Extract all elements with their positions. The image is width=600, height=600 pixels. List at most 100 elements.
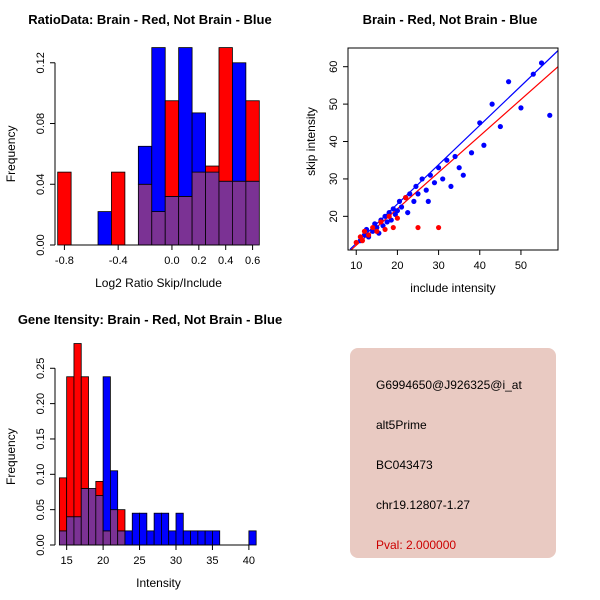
scatter-point-brain [394,215,401,221]
hist-bar-overlap [151,211,166,246]
scatter-point-notbrain [394,208,401,214]
hist-bar-overlap [95,495,104,546]
scatter-point-notbrain [415,191,421,197]
scatter-point-notbrain [407,191,413,197]
panel-gene-histogram: Gene Itensity: Brain - Red, Not Brain - … [0,300,300,600]
hist-bar-notbrain [175,512,184,546]
x-tick-label: 20 [97,555,109,567]
hist-bar-overlap [205,171,220,246]
gene-histogram-title: Gene Itensity: Brain - Red, Not Brain - … [17,312,283,327]
y-tick-label: 40 [328,135,340,147]
y-tick-label: 0.05 [35,499,47,520]
scatter-point-brain [365,232,372,238]
hist-bar-overlap [191,171,206,246]
x-tick-label: 30 [170,555,182,567]
x-tick-label: 15 [61,555,73,567]
hist-bar-notbrain [131,512,140,546]
x-tick-label: 25 [133,555,145,567]
x-tick-label: 0.0 [164,255,179,267]
y-tick-label: 0.00 [35,234,47,255]
hist-bar-overlap [88,488,97,546]
hist-bar-brain [80,376,89,489]
scatter-point-notbrain [425,198,431,204]
ratio-histogram-plot: -0.8 -0.4 0.0 0.2 0.4 0.6 0.00 0.04 0.08 0.12 Log2… [4,47,260,290]
hist-bar-notbrain [204,530,213,546]
y-tick-label: 0.10 [35,464,47,485]
scatter-point-notbrain [489,101,495,107]
scatter-point-notbrain [497,123,503,130]
scatter-point-brain [374,228,380,234]
scatter-point-notbrain [444,157,450,163]
x-tick-label: -0.4 [109,255,128,267]
scatter-point-brain [378,219,384,225]
panel-info: G6994650@J926325@i_at alt5Prime BC043473… [300,300,600,600]
y-tick-label: 0.04 [35,174,47,195]
x-axis-title: include intensity [410,281,495,295]
hist-bar-notbrain [146,530,155,546]
y-tick-label: 0.25 [35,358,47,379]
scatter-point-notbrain [413,183,419,190]
hist-bar-overlap [178,196,193,246]
hist-bar-notbrain [248,530,257,546]
hist-bar-overlap [164,196,180,246]
scatter-point-brain [386,213,392,219]
hist-bar-overlap [232,180,247,246]
scatter-point-notbrain [452,153,458,160]
ratio-hist-bars [57,47,260,246]
x-tick-label: 50 [515,260,527,272]
scatter-point-notbrain [419,176,425,182]
scatter-point-notbrain [481,142,487,148]
scatter-point-notbrain [448,183,454,190]
hist-bar-overlap [137,183,153,246]
y-tick-label: 0.20 [35,393,47,414]
hist-bar-notbrain [191,112,206,173]
y-tick-label: 0.12 [35,52,47,73]
x-tick-label: 20 [391,260,403,272]
hist-bar-brain [57,171,72,246]
x-tick-label: 0.4 [218,255,233,267]
scatter-point-notbrain [456,165,462,171]
scatter-point-notbrain [427,172,433,178]
scatter-point-notbrain [435,165,442,171]
y-axis-title: Frequency [4,126,18,183]
scatter-point-brain [403,195,409,201]
y-tick-label: 50 [328,98,340,110]
scatter-point-notbrain [361,232,368,238]
scatter-point-brain [370,224,376,231]
scatter-point-brain [359,238,366,244]
scatter-point-notbrain [468,150,475,156]
x-tick-label: 40 [474,260,486,272]
hist-bar-notbrain [178,47,193,197]
hist-bar-notbrain [168,530,177,546]
hist-bar-overlap [102,530,111,546]
scatter-point-notbrain [396,198,403,204]
scatter-point-notbrain [405,209,411,216]
hist-bar-notbrain [153,512,162,546]
ratio-histogram-title: RatioData: Brain - Red, Not Brain - Blue [28,12,272,27]
scatter-point-brain [353,239,359,246]
scatter-point-notbrain [374,224,380,231]
hist-bar-overlap [73,516,82,546]
y-axis-title: skip intensity [304,107,318,176]
scatter-point-notbrain [390,206,396,212]
hist-bar-notbrain [151,47,166,212]
hist-bar-overlap [245,180,260,246]
hist-bar-brain [58,477,68,532]
y-tick-label: 20 [328,210,340,222]
hist-bar-overlap [80,488,89,546]
x-axis-title: Log2 Ratio Skip/Include [95,276,222,290]
scatter-point-brain [415,224,421,231]
intensity-scatter-plot: 10 20 30 40 50 20 30 40 50 60 include intensity ski… [304,47,559,295]
scatter-point-notbrain [431,180,438,186]
y-tick-label: 60 [328,61,340,73]
hist-bar-brain [164,100,180,197]
hist-bar-brain [117,509,126,532]
hist-bar-brain [245,100,260,182]
hist-bar-notbrain [139,512,148,546]
scatter-point-notbrain [460,172,466,178]
y-tick-label: 30 [328,173,340,185]
hist-bar-brain [73,343,82,518]
scatter-point-notbrain [423,187,429,193]
info-locus: chr19.12807-1.27 [376,498,471,512]
